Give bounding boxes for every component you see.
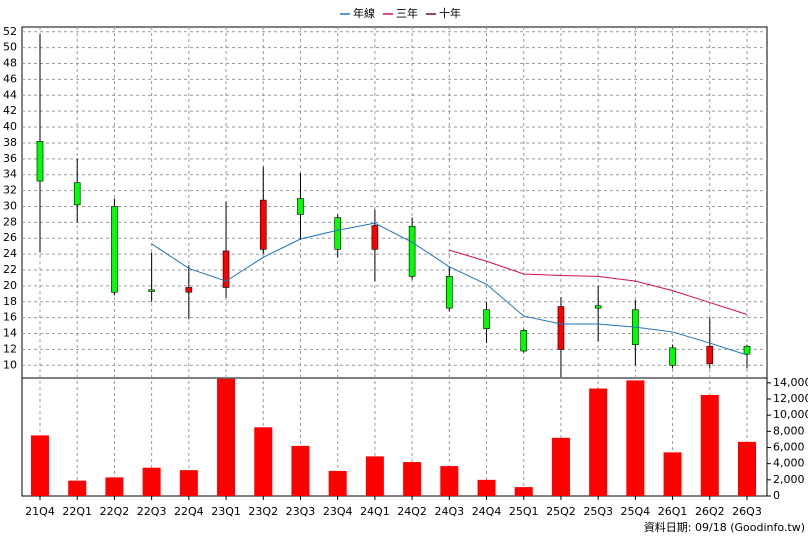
y2-tick-label: 6,000 xyxy=(773,441,805,454)
volume-bar xyxy=(514,487,533,496)
x-tick-label: 26Q2 xyxy=(695,505,725,518)
x-tick-label: 24Q4 xyxy=(472,505,502,518)
volume-bar xyxy=(328,470,347,496)
volume-bar xyxy=(68,480,87,496)
y-tick-label: 28 xyxy=(3,215,17,228)
candle-body xyxy=(222,250,230,288)
y2-tick-label: 8,000 xyxy=(773,424,805,437)
legend-label: 三年 xyxy=(396,6,418,20)
x-tick-label: 23Q1 xyxy=(211,505,241,518)
volume-bar xyxy=(365,456,384,496)
candle-body xyxy=(520,330,528,352)
legend-label: 年線 xyxy=(353,6,375,20)
y-tick-label: 44 xyxy=(3,88,17,101)
y2-tick-label: 12,000 xyxy=(773,392,808,405)
volume-bar xyxy=(31,435,49,496)
y2-tick-label: 10,000 xyxy=(773,408,808,421)
x-tick-label: 22Q3 xyxy=(137,505,167,518)
x-tick-label: 22Q2 xyxy=(100,505,130,518)
x-tick-label: 25Q3 xyxy=(583,505,613,518)
y2-tick-label: 4,000 xyxy=(773,457,805,470)
candle-body xyxy=(334,217,341,250)
y-tick-label: 36 xyxy=(3,152,17,165)
y-tick-label: 24 xyxy=(3,247,17,260)
y-tick-label: 10 xyxy=(3,358,17,371)
y-tick-label: 18 xyxy=(3,295,17,308)
average-line xyxy=(449,249,748,315)
candle-body xyxy=(594,305,602,309)
volume-bar xyxy=(105,477,124,496)
x-tick-label: 26Q3 xyxy=(732,505,762,518)
x-tick-label: 25Q1 xyxy=(509,505,539,518)
x-tick-label: 24Q1 xyxy=(360,505,390,518)
candle-body xyxy=(408,226,416,277)
plot-frame xyxy=(21,26,768,497)
y-tick-label: 32 xyxy=(3,184,17,197)
y-tick-label: 14 xyxy=(3,327,17,340)
x-tick-label: 23Q3 xyxy=(286,505,316,518)
y-tick-label: 26 xyxy=(3,231,17,244)
candle-body xyxy=(706,345,714,365)
candle-body xyxy=(259,199,267,250)
candle-body xyxy=(297,198,304,215)
candle-body xyxy=(185,287,193,293)
candle-body xyxy=(557,306,565,350)
candle-body xyxy=(371,225,379,250)
volume-bar xyxy=(217,378,236,496)
y-tick-label: 30 xyxy=(3,199,17,212)
y-tick-label: 40 xyxy=(3,120,17,133)
candle-body xyxy=(36,141,44,182)
y-tick-label: 48 xyxy=(3,57,17,70)
y-tick-label: 50 xyxy=(3,41,17,54)
x-tick-label: 21Q4 xyxy=(25,505,55,518)
volume-bar xyxy=(551,437,570,496)
candle-body xyxy=(446,276,453,309)
y-tick-label: 22 xyxy=(3,263,17,276)
volume-bar xyxy=(254,427,273,496)
y-tick-label: 34 xyxy=(3,168,17,181)
x-tick-label: 23Q2 xyxy=(248,505,278,518)
y-tick-label: 16 xyxy=(3,311,17,324)
y-tick-label: 42 xyxy=(3,104,17,117)
candle-body xyxy=(111,206,118,293)
y2-tick-label: 0 xyxy=(773,489,780,502)
candle-body xyxy=(483,309,490,330)
y-tick-label: 20 xyxy=(3,279,17,292)
candle-body xyxy=(148,289,155,292)
volume-bar xyxy=(738,441,756,496)
y-tick-label: 52 xyxy=(3,25,17,38)
y-tick-label: 46 xyxy=(3,72,17,85)
volume-bar xyxy=(700,394,719,496)
average-line xyxy=(151,222,748,356)
x-tick-label: 22Q1 xyxy=(62,505,92,518)
y2-tick-label: 2,000 xyxy=(773,473,805,486)
volume-bar xyxy=(291,445,310,496)
y2-tick-label: 14,000 xyxy=(773,376,808,389)
volume-bar xyxy=(477,479,496,496)
footer: 資料日期: 09/18 (Goodinfo.tw) xyxy=(644,520,805,534)
x-tick-label: 25Q4 xyxy=(621,505,651,518)
x-tick-label: 24Q2 xyxy=(397,505,427,518)
volume-bar xyxy=(663,452,682,496)
candle-body xyxy=(73,182,81,206)
x-tick-label: 24Q3 xyxy=(434,505,464,518)
y-tick-label: 12 xyxy=(3,342,17,355)
x-tick-label: 26Q1 xyxy=(658,505,688,518)
candle-body xyxy=(743,345,751,355)
volume-bar xyxy=(589,388,608,496)
volume-bar xyxy=(440,466,459,496)
x-tick-label: 22Q4 xyxy=(174,505,204,518)
volume-bar xyxy=(179,470,198,496)
legend-label: 十年 xyxy=(439,6,461,20)
x-tick-label: 23Q4 xyxy=(323,505,353,518)
y-tick-label: 38 xyxy=(3,136,17,149)
x-tick-label: 25Q2 xyxy=(546,505,576,518)
candle-body xyxy=(669,347,676,366)
volume-bar xyxy=(626,380,645,496)
volume-bar xyxy=(142,467,161,496)
volume-bar xyxy=(403,462,422,496)
